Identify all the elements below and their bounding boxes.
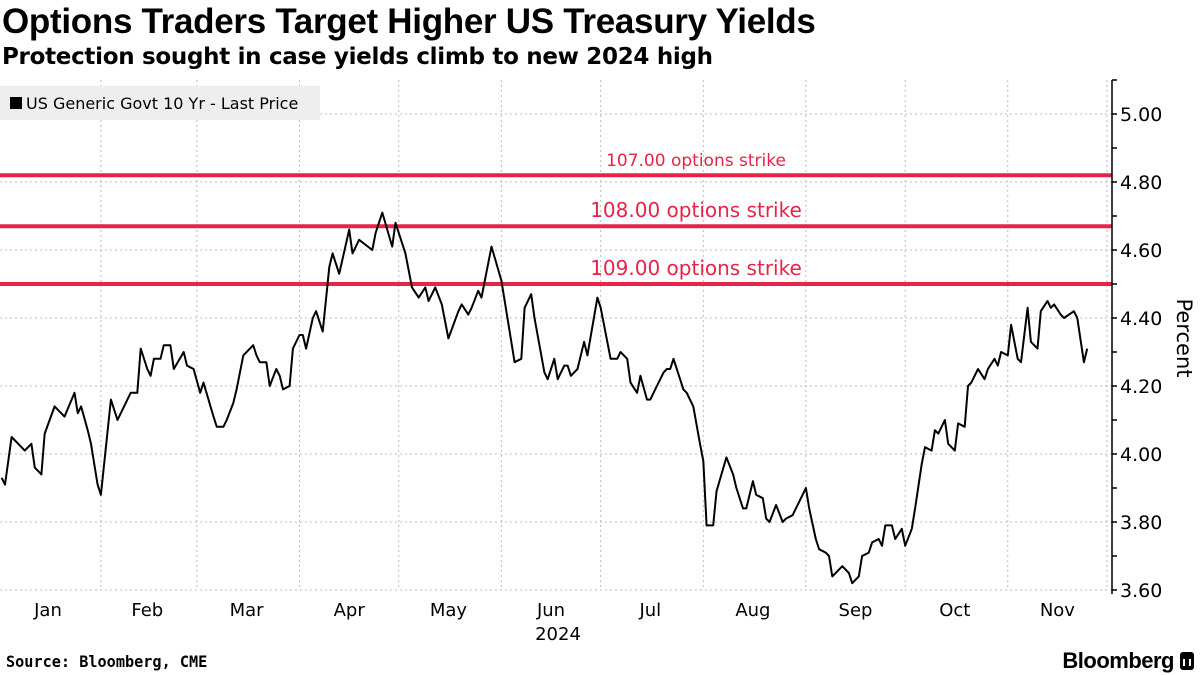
- y-tick-label: 4.40: [1120, 308, 1162, 330]
- x-tick-label: May: [430, 600, 468, 621]
- x-axis-year-label: 2024: [535, 624, 581, 645]
- strike-label: 109.00 options strike: [590, 256, 802, 280]
- legend-label: US Generic Govt 10 Yr - Last Price: [26, 93, 299, 113]
- x-tick-label: Sep: [839, 600, 873, 621]
- legend: US Generic Govt 10 Yr - Last Price: [0, 86, 320, 120]
- y-tick-label: 4.20: [1120, 376, 1162, 398]
- x-axis: Jan Feb Mar Apr May Jun Jul Aug Sep Oct Nov: [33, 600, 1075, 621]
- gridlines: [0, 80, 1112, 591]
- x-tick-label: Jan: [33, 600, 62, 621]
- y-axis-label: Percent: [1172, 298, 1196, 377]
- x-tick-label: Feb: [131, 600, 163, 621]
- y-axis: 3.60 3.80 4.00 4.20 4.40 4.60 4.80 5.00: [1111, 79, 1162, 602]
- strike-label: 108.00 options strike: [590, 198, 802, 222]
- x-tick-label: Apr: [334, 600, 366, 621]
- yield-line: [0, 211, 1089, 585]
- x-tick-label: Aug: [735, 600, 770, 621]
- y-tick-label: 4.60: [1120, 240, 1162, 262]
- strike-label: 107.00 options strike: [606, 151, 786, 171]
- x-tick-label: Nov: [1040, 600, 1075, 621]
- y-tick-label: 4.80: [1120, 172, 1162, 194]
- y-tick-label: 5.00: [1120, 104, 1162, 126]
- x-tick-label: Jun: [536, 600, 565, 621]
- brand-text: Bloomberg: [1062, 648, 1174, 673]
- chart-title: Options Traders Target Higher US Treasur…: [2, 2, 816, 41]
- series-layer: [0, 211, 1089, 585]
- legend-swatch: [10, 97, 22, 109]
- source-note: Source: Bloomberg, CME: [6, 652, 208, 671]
- x-tick-label: Oct: [939, 600, 970, 621]
- x-tick-label: Jul: [638, 600, 661, 621]
- strike-lines: 107.00 options strike 108.00 options stri…: [0, 151, 1112, 286]
- x-tick-label: Mar: [230, 600, 265, 621]
- bloomberg-logo: Bloomberg: [1062, 648, 1194, 674]
- bloomberg-chart-icon: [1180, 652, 1194, 670]
- y-tick-label: 3.80: [1120, 512, 1162, 534]
- y-tick-label: 4.00: [1120, 444, 1162, 466]
- chart-subtitle: Protection sought in case yields climb t…: [2, 44, 713, 70]
- y-tick-label: 3.60: [1120, 580, 1162, 602]
